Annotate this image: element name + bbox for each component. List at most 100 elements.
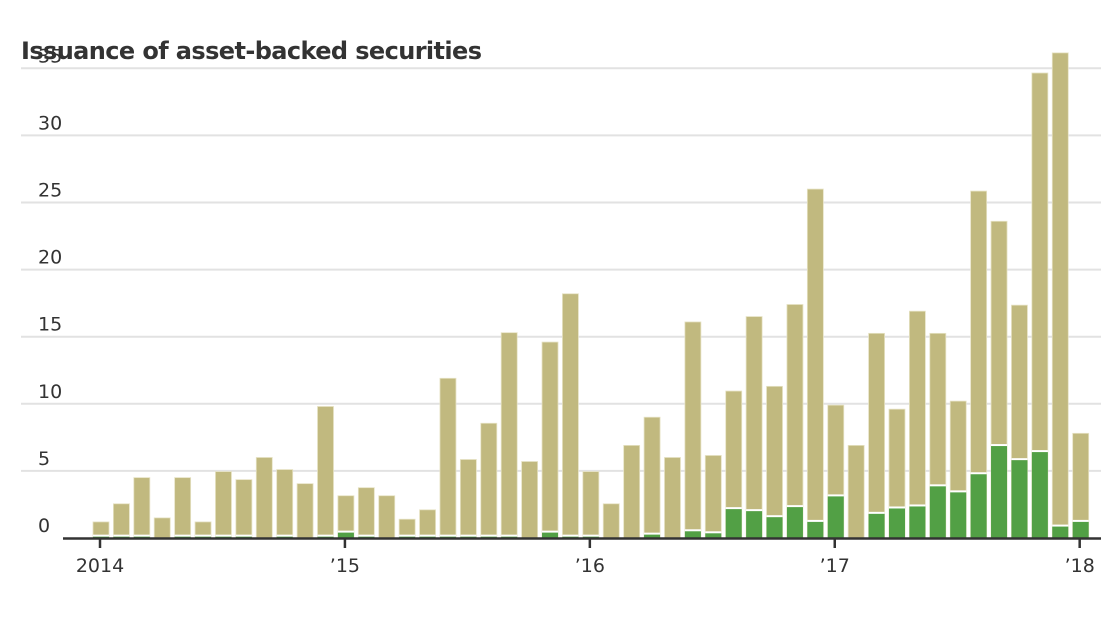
bar-2017-12: [1051, 52, 1069, 539]
bar-2017-10: [1011, 304, 1028, 539]
bar-segment-green-2016-06: [684, 531, 701, 538]
bar-2017-06: [929, 332, 947, 539]
y-tick-label-15: 15: [38, 314, 62, 336]
bar-2016-05: [664, 457, 681, 539]
bar-2015-10: [521, 461, 539, 539]
bar-segment-green-2015-11: [542, 532, 559, 538]
bar-segment-tan-2017-05: [909, 310, 926, 539]
bar-2014-03: [133, 477, 151, 539]
x-tick-label-3: ’17: [820, 555, 850, 577]
bar-separator-2015-07: [460, 534, 477, 537]
bar-2014-10: [276, 469, 294, 539]
bar-segment-green-2016-04: [644, 534, 661, 538]
bar-separator-2016-08: [725, 507, 742, 510]
bar-2016-12: [806, 188, 824, 539]
bar-segment-tan-2014-11: [296, 483, 314, 539]
bar-segment-tan-2016-04: [643, 416, 661, 539]
x-tick-label-1: ’15: [330, 555, 360, 577]
bar-separator-2015-04: [399, 534, 416, 537]
bar-segment-green-2017-01: [827, 496, 844, 538]
y-tick-label-30: 30: [38, 112, 62, 134]
bar-separator-2017-01: [827, 494, 844, 497]
bar-segment-tan-2014-02: [113, 503, 130, 539]
bar-separator-2014-01: [93, 534, 109, 537]
bar-separator-2014-02: [113, 534, 130, 537]
bar-separator-2015-01: [337, 530, 354, 533]
bar-segment-green-2017-09: [991, 446, 1008, 538]
bar-segment-tan-2016-06: [684, 321, 702, 539]
bar-segment-tan-2015-10: [521, 461, 539, 539]
bar-segment-tan-2017-03: [868, 332, 885, 539]
bar-segment-green-2017-08: [970, 474, 987, 538]
bar-segment-tan-2015-02: [357, 487, 375, 539]
bar-2017-03: [868, 332, 885, 539]
bar-separator-2017-04: [888, 506, 905, 509]
bar-2017-05: [909, 310, 926, 539]
bar-2016-04: [643, 416, 661, 539]
bar-2017-04: [888, 408, 906, 539]
bar-segment-tan-2015-12: [562, 293, 579, 539]
bar-separator-2016-10: [766, 515, 783, 518]
bar-segment-green-2016-09: [746, 511, 763, 538]
bar-separator-2017-10: [1011, 458, 1028, 461]
y-tick-label-5: 5: [38, 448, 50, 470]
bar-segment-green-2015-01: [337, 532, 354, 538]
bar-segment-tan-2015-09: [500, 332, 518, 539]
y-tick-label-20: 20: [38, 247, 62, 269]
bar-segment-green-2017-10: [1011, 460, 1028, 538]
bar-segment-green-2016-07: [705, 533, 722, 538]
y-tick-label-35: 35: [38, 45, 62, 67]
bar-2018-01: [1072, 432, 1090, 539]
bar-segment-tan-2014-04: [153, 517, 171, 539]
x-tick-label-0: 2014: [76, 555, 124, 577]
bar-segment-tan-2015-11: [541, 341, 559, 539]
bar-segment-tan-2014-10: [276, 469, 294, 539]
bar-2014-05: [174, 477, 192, 539]
bar-segment-green-2017-03: [868, 513, 885, 538]
bar-segment-tan-2015-05: [419, 509, 436, 539]
bar-separator-2016-01: [582, 534, 599, 537]
bar-separator-2017-09: [991, 444, 1008, 447]
bar-segment-green-2017-07: [950, 492, 967, 538]
bar-segment-tan-2016-11: [786, 304, 804, 539]
bar-2014-12: [317, 406, 334, 539]
bar-separator-2016-12: [807, 519, 824, 523]
bar-segment-green-2018-01: [1072, 521, 1089, 538]
bar-segment-tan-2016-03: [623, 445, 641, 539]
bar-separator-2017-12: [1052, 524, 1069, 527]
bar-segment-tan-2014-08: [235, 479, 253, 539]
bar-segment-tan-2014-12: [317, 406, 334, 539]
bar-segment-tan-2016-12: [806, 188, 824, 539]
bar-2016-10: [766, 385, 783, 539]
bar-2015-03: [378, 495, 396, 539]
y-tick-label-0: 0: [38, 515, 50, 537]
y-tick-label-10: 10: [38, 381, 62, 403]
bar-segment-green-2016-08: [725, 509, 742, 538]
bar-segment-green-2017-04: [888, 508, 905, 538]
bar-2016-08: [725, 390, 743, 539]
bar-segment-green-2017-06: [929, 486, 946, 538]
bar-separator-2017-08: [970, 472, 987, 475]
bar-2017-11: [1031, 72, 1049, 539]
bar-separator-2015-05: [419, 534, 436, 537]
bar-segment-green-2017-12: [1052, 526, 1069, 538]
bar-2015-02: [357, 487, 375, 539]
bar-segment-tan-2014-07: [215, 471, 232, 539]
x-tick-label-4: ’18: [1065, 555, 1095, 577]
bar-2014-09: [255, 457, 273, 539]
bar-2016-09: [745, 316, 763, 539]
bar-separator-2014-08: [235, 534, 252, 537]
bar-2015-01: [337, 495, 355, 539]
bar-segment-tan-2016-02: [602, 503, 620, 539]
bar-separator-2017-06: [929, 484, 946, 487]
bar-separator-2016-04: [644, 532, 661, 535]
bar-2017-07: [949, 400, 967, 539]
bar-segment-tan-2014-05: [174, 477, 192, 539]
y-tick-label-25: 25: [38, 180, 62, 202]
bar-2016-07: [704, 455, 722, 539]
bar-2014-02: [113, 503, 130, 539]
bar-segment-tan-2016-09: [745, 316, 763, 539]
bar-2015-11: [541, 341, 559, 539]
bar-separator-2015-11: [542, 530, 559, 533]
bar-separator-2016-09: [746, 509, 763, 512]
